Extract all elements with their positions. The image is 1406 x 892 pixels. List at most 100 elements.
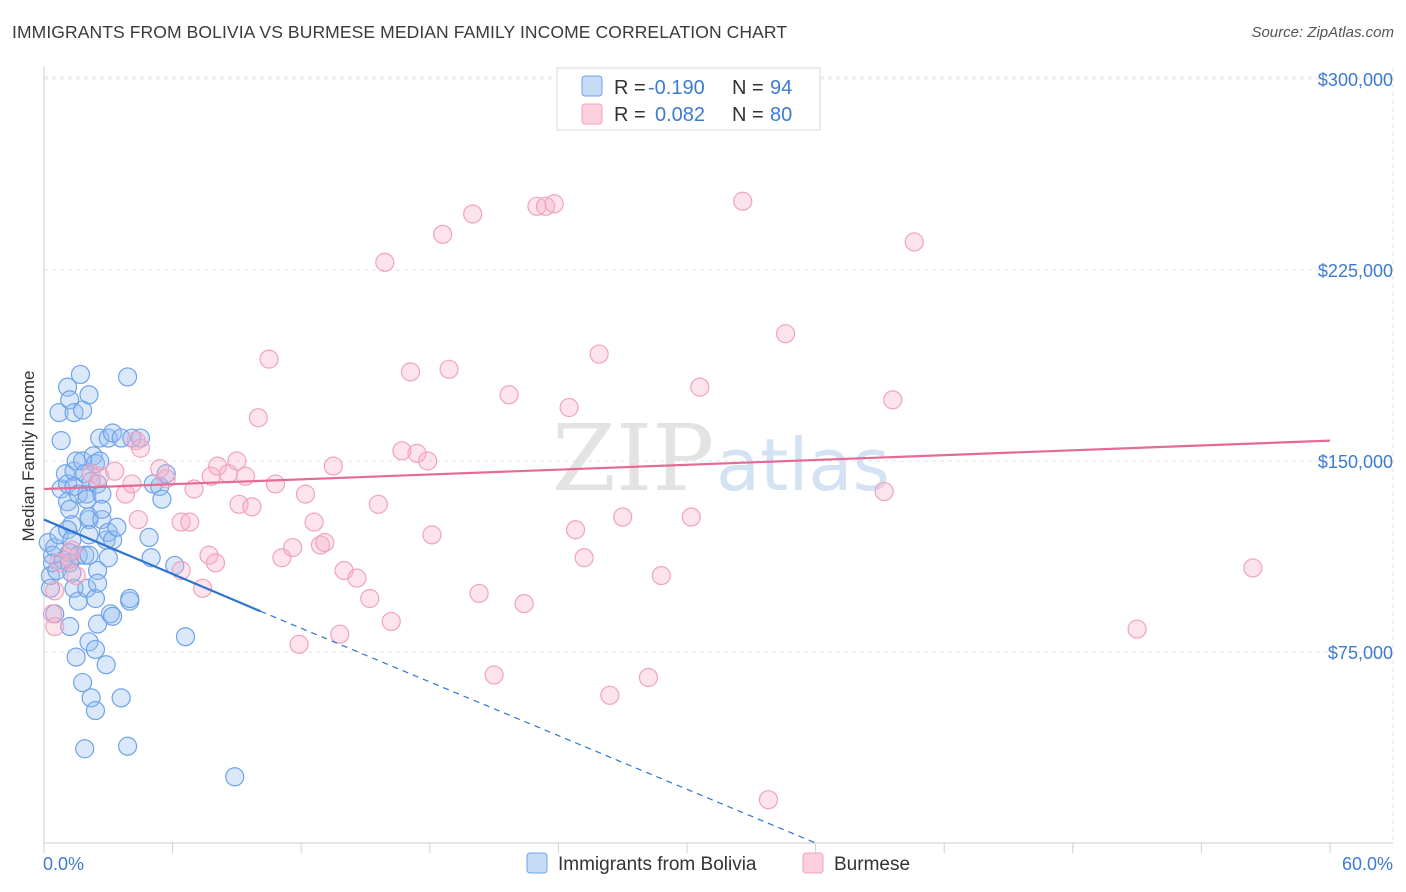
data-point: [422, 525, 442, 545]
data-point: [66, 647, 86, 667]
data-point: [79, 385, 99, 405]
data-point: [111, 688, 131, 708]
data-point: [45, 581, 65, 601]
y-tick-label-0: $75,000: [1328, 643, 1393, 663]
data-point: [600, 685, 620, 705]
legend-n-value-bolivia: 94: [770, 77, 792, 99]
data-point: [1243, 558, 1263, 578]
data-point: [92, 499, 112, 519]
data-point: [208, 456, 228, 476]
data-point: [463, 204, 483, 224]
data-point: [315, 532, 335, 553]
data-point: [130, 438, 151, 458]
x-tick-min: 0.0%: [43, 854, 84, 874]
trend-lines: [43, 439, 1331, 844]
series-label-burmese: Burmese: [834, 854, 910, 875]
data-point: [205, 553, 226, 573]
data-point: [439, 359, 459, 379]
data-point: [651, 565, 671, 586]
data-point: [323, 456, 343, 476]
data-point: [418, 451, 438, 471]
data-point: [60, 616, 80, 637]
data-point: [72, 672, 93, 693]
trend-line-extension-0: [260, 610, 816, 844]
data-point: [85, 588, 106, 609]
legend-r-value-burmese: 0.082: [655, 104, 705, 126]
source-label: Source: ZipAtlas.com: [1251, 24, 1394, 41]
data-point: [375, 252, 395, 272]
data-point: [283, 537, 303, 558]
trend-line-1: [43, 439, 1331, 491]
data-point: [758, 790, 779, 810]
data-point: [60, 390, 80, 410]
y-tick-label-1: $150,000: [1318, 452, 1393, 472]
data-point: [1127, 619, 1147, 639]
data-point: [733, 191, 753, 211]
data-point: [433, 224, 453, 244]
watermark-zip: ZIP: [552, 405, 714, 512]
y-tick-labels: $75,000 $150,000 $225,000 $300,000: [1318, 70, 1393, 663]
data-point: [681, 507, 701, 527]
data-point: [199, 545, 219, 565]
data-point: [289, 634, 309, 654]
legend-n-label-bolivia: N =: [732, 77, 764, 99]
data-point: [62, 540, 82, 560]
data-point: [259, 349, 279, 369]
data-point: [75, 739, 95, 759]
data-point: [265, 474, 286, 494]
y-tick-label-3: $300,000: [1318, 70, 1393, 90]
series-points-0: [38, 364, 245, 787]
data-point: [87, 474, 108, 494]
data-point: [484, 665, 504, 685]
data-point: [105, 461, 125, 481]
data-point: [775, 324, 796, 344]
data-point: [874, 481, 894, 502]
data-point: [613, 507, 633, 527]
data-point: [102, 606, 123, 626]
data-point: [38, 532, 58, 553]
data-point: [107, 517, 127, 537]
data-point: [66, 565, 86, 586]
data-point: [248, 408, 268, 428]
legend-n-value-burmese: 80: [770, 104, 792, 126]
trend-line-0: [43, 518, 261, 613]
data-point: [51, 431, 71, 451]
data-point: [175, 627, 196, 647]
watermark: ZIP atlas: [552, 405, 890, 512]
data-point: [90, 466, 110, 486]
data-point: [85, 639, 106, 660]
data-point: [690, 377, 710, 397]
x-tick-max: 60.0%: [1342, 854, 1393, 874]
data-point: [304, 512, 324, 532]
data-point: [100, 604, 121, 624]
series-label-bolivia: Immigrants from Bolivia: [558, 854, 757, 875]
legend-n-label-burmese: N =: [732, 104, 764, 126]
watermark-atlas: atlas: [716, 423, 890, 507]
data-point: [180, 512, 200, 532]
data-point: [96, 655, 116, 675]
data-point: [79, 545, 99, 565]
legend-swatch-burmese: [581, 103, 603, 125]
data-point: [122, 474, 142, 494]
axes: [43, 66, 1393, 853]
data-point: [360, 588, 380, 609]
data-point: [79, 632, 99, 652]
data-point: [559, 397, 579, 418]
data-point: [883, 390, 903, 410]
series-swatch-burmese: [802, 852, 824, 874]
legend-r-label-bolivia: R =: [614, 77, 646, 99]
data-point: [139, 527, 159, 548]
data-point: [60, 548, 80, 568]
data-point: [117, 367, 138, 387]
data-point: [49, 403, 69, 423]
data-point: [87, 614, 108, 634]
data-point: [111, 428, 131, 448]
data-point: [589, 344, 609, 364]
data-point: [120, 588, 140, 609]
data-point: [45, 616, 65, 637]
legend-swatch-bolivia: [581, 75, 603, 97]
data-point: [392, 441, 412, 461]
data-point: [156, 464, 176, 484]
data-point: [81, 688, 101, 708]
